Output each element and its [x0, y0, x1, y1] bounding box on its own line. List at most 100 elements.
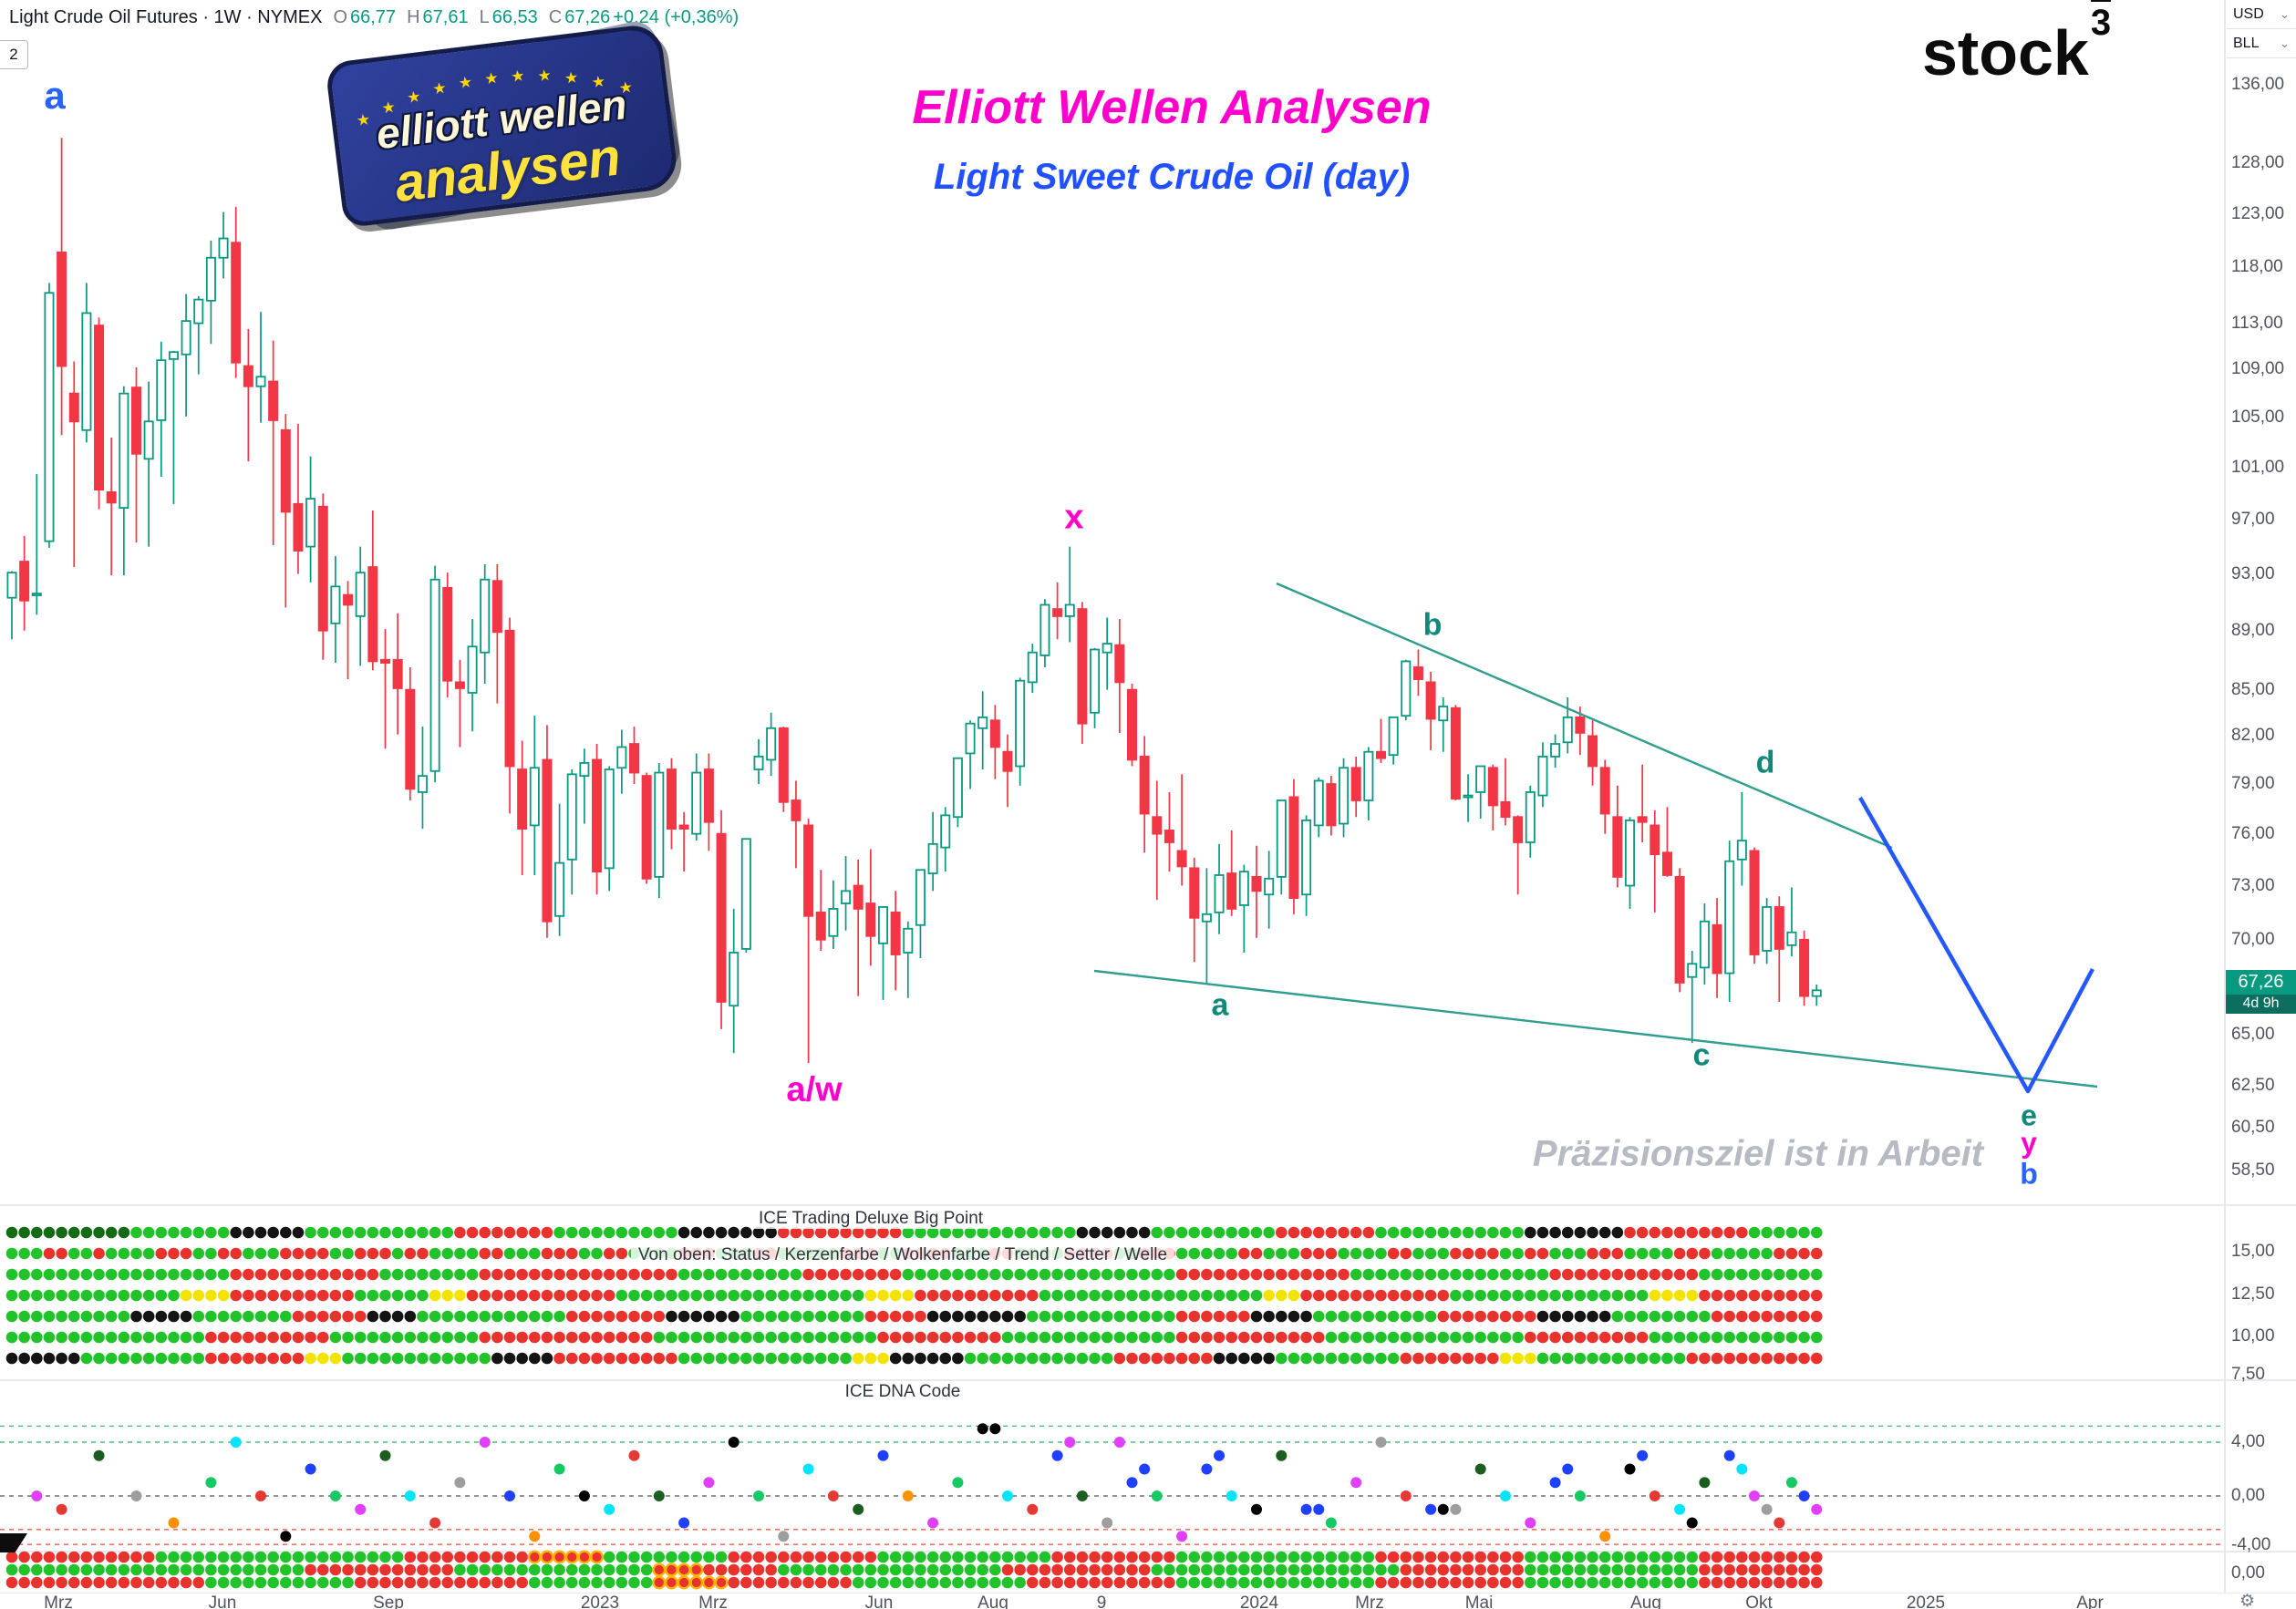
bigpoint-dot — [417, 1331, 429, 1344]
candle-body — [68, 392, 79, 423]
bigpoint-dot — [864, 1226, 877, 1239]
settings-gear-icon[interactable]: ⚙ — [2239, 1592, 2256, 1609]
indicator-scale-label: 0,00 — [2231, 1563, 2265, 1583]
candle-body — [703, 768, 714, 823]
time-scale[interactable]: Mrz Jun Sep 2023 Mrz Jun Aug 9 2024 Mrz Mai Aug Okt 2… — [0, 1594, 2296, 1609]
bigpoint-dot — [1263, 1310, 1275, 1323]
price-scale[interactable]: 136,00 128,00 123,00 118,00 113,00 109,00 105,… — [2227, 0, 2296, 1594]
candle-body — [616, 746, 627, 769]
bigpoint-dot — [142, 1289, 155, 1302]
signal-dot — [1748, 1576, 1761, 1589]
bigpoint-dot — [591, 1310, 603, 1323]
bigpoint-dot — [280, 1289, 292, 1302]
bigpoint-dot — [466, 1310, 479, 1323]
signal-dot — [267, 1551, 279, 1563]
dna-dot — [977, 1423, 988, 1435]
symbol-title[interactable]: Light Crude Oil Futures · 1W · NYMEX — [9, 7, 323, 27]
dna-dot — [168, 1517, 180, 1529]
bigpoint-dot — [977, 1289, 988, 1302]
bigpoint-dot — [1462, 1226, 1474, 1239]
signal-dot — [1325, 1563, 1338, 1576]
candle-body — [504, 629, 515, 768]
bigpoint-dot — [1138, 1331, 1151, 1344]
bigpoint-dot — [479, 1268, 491, 1281]
signal-dot — [652, 1575, 667, 1590]
bigpoint-dot — [1450, 1352, 1462, 1365]
signal-dot — [267, 1576, 279, 1589]
candle-body — [168, 351, 179, 360]
bigpoint-dot — [1598, 1268, 1611, 1281]
bigpoint-dot — [429, 1331, 441, 1344]
bigpoint-dot — [67, 1247, 80, 1260]
bigpoint-dot — [1624, 1352, 1636, 1365]
dna-dot — [1325, 1517, 1337, 1529]
bigpoint-dot — [254, 1331, 267, 1344]
signal-dot — [1798, 1576, 1810, 1589]
bigpoint-dot — [354, 1331, 367, 1344]
pane-title-dna-code[interactable]: ICE DNA Code — [837, 1382, 968, 1402]
bigpoint-dot — [1201, 1289, 1213, 1302]
pane-title-big-point[interactable]: ICE Trading Deluxe Big Point — [750, 1209, 991, 1229]
bigpoint-dot — [1699, 1289, 1711, 1302]
signal-dot — [1312, 1563, 1325, 1576]
signal-dot — [1089, 1576, 1101, 1589]
signal-dot — [553, 1576, 565, 1589]
currency-selector[interactable]: USD ⌄ — [2227, 0, 2296, 29]
signal-dot — [1164, 1551, 1175, 1563]
bigpoint-dot — [1649, 1247, 1661, 1260]
candle-body — [218, 237, 229, 259]
bigpoint-dot — [1325, 1268, 1338, 1281]
signal-dot — [1138, 1576, 1151, 1589]
candle-body — [1712, 923, 1722, 975]
bigpoint-dot — [1723, 1352, 1735, 1365]
dna-dot — [1400, 1490, 1412, 1501]
bigpoint-dot — [1276, 1289, 1288, 1302]
signal-dot — [1487, 1576, 1499, 1589]
signal-dot — [168, 1563, 180, 1576]
bigpoint-dot — [1649, 1310, 1661, 1323]
bigpoint-dot — [105, 1310, 118, 1323]
bigpoint-dot — [1250, 1268, 1263, 1281]
signal-dot — [1525, 1563, 1536, 1576]
stock3-logo-text: stock — [1922, 17, 2089, 88]
unit-selector[interactable]: BLL ⌄ — [2227, 29, 2296, 58]
bigpoint-dot — [31, 1247, 43, 1260]
signal-dot — [1661, 1551, 1673, 1563]
bigpoint-dot — [877, 1226, 889, 1239]
signal-dot — [503, 1563, 516, 1576]
bigpoint-dot — [1624, 1331, 1636, 1344]
bigpoint-dot — [479, 1247, 491, 1260]
bigpoint-dot — [529, 1247, 541, 1260]
candle-body — [1811, 989, 1822, 997]
signal-dot — [915, 1551, 926, 1563]
bigpoint-dot — [1686, 1331, 1699, 1344]
time-axis-label: Jun — [864, 1594, 894, 1609]
bigpoint-dot — [230, 1310, 242, 1323]
signal-dot — [1512, 1551, 1524, 1563]
bigpoint-dot — [503, 1352, 516, 1365]
bigpoint-dot — [1350, 1289, 1362, 1302]
bigpoint-dot — [155, 1352, 168, 1365]
bigpoint-dot — [329, 1352, 342, 1365]
bigpoint-dot — [666, 1352, 677, 1365]
candle-body — [1027, 651, 1038, 684]
bigpoint-dot — [852, 1352, 864, 1365]
bigpoint-dot — [1014, 1289, 1026, 1302]
bigpoint-dot — [155, 1310, 168, 1323]
candle-body — [305, 498, 316, 548]
bigpoint-dot — [1424, 1268, 1437, 1281]
symbol-info-bar[interactable]: Light Crude Oil Futures · 1W · NYMEX O 6… — [9, 7, 739, 28]
candle-body — [1350, 767, 1361, 801]
candle-body — [753, 756, 764, 770]
candle-body — [989, 719, 1000, 748]
bigpoint-dot — [1587, 1331, 1598, 1344]
bigpoint-dot — [292, 1352, 305, 1365]
bigpoint-dot — [5, 1268, 18, 1281]
bigpoint-dot — [1462, 1247, 1474, 1260]
close-value: 67,26 — [564, 7, 611, 27]
bigpoint-dot — [541, 1268, 553, 1281]
toolbar-fragment[interactable]: 2 — [0, 40, 28, 69]
signal-dot — [1611, 1563, 1624, 1576]
bigpoint-dot — [118, 1247, 130, 1260]
